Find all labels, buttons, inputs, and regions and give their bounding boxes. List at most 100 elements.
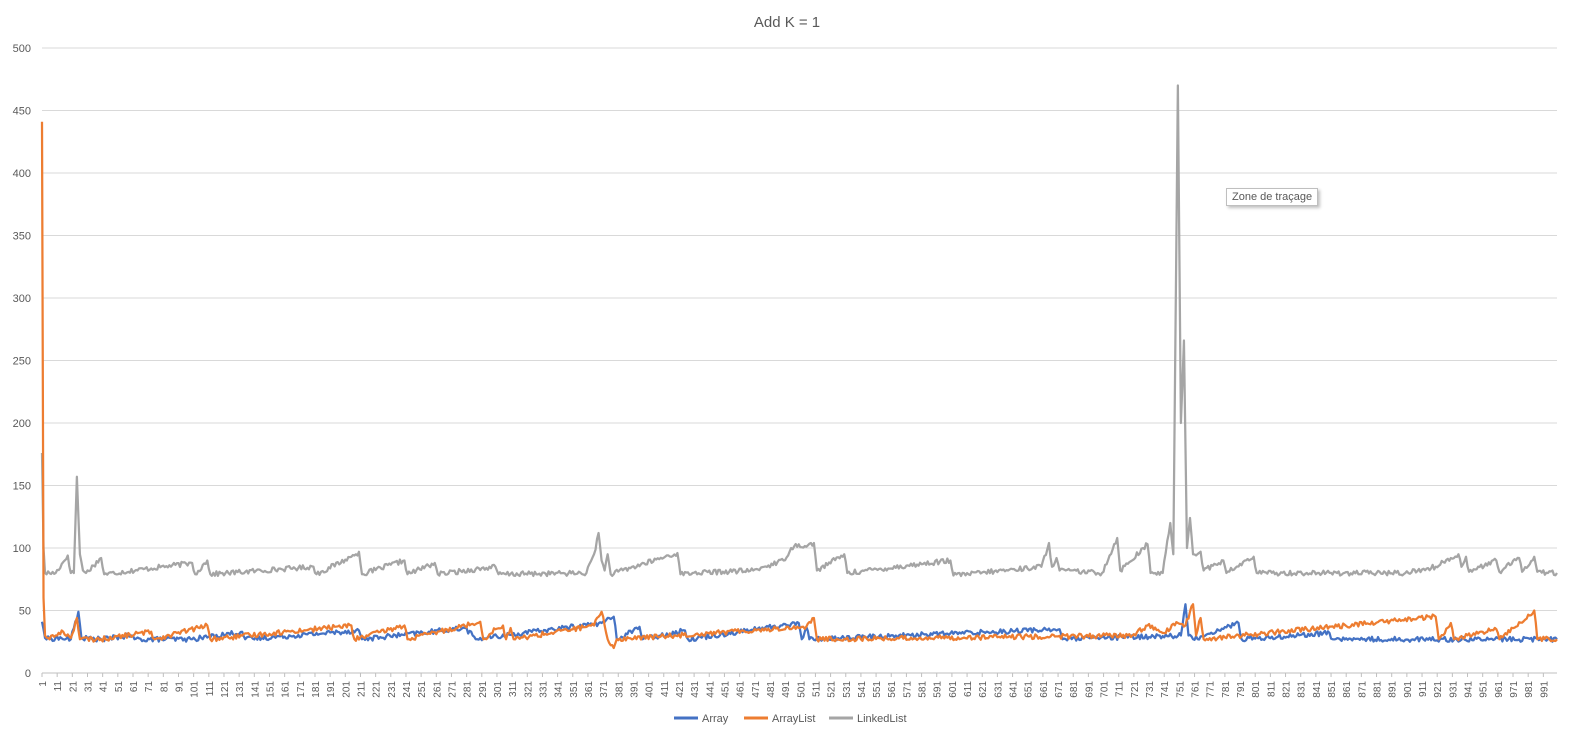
x-tick-label: 871 (1357, 681, 1368, 698)
x-tick-label: 501 (796, 681, 807, 698)
x-tick-label: 351 (569, 681, 580, 698)
x-tick-label: 231 (387, 681, 398, 698)
x-tick-label: 251 (417, 681, 428, 698)
x-tick-label: 671 (1054, 681, 1065, 698)
x-tick-label: 281 (463, 681, 474, 698)
x-tick-label: 721 (1130, 681, 1141, 698)
x-tick-label: 831 (1297, 681, 1308, 698)
x-tick-label: 31 (83, 681, 94, 693)
x-tick-label: 911 (1418, 681, 1429, 697)
x-tick-label: 861 (1342, 681, 1353, 698)
x-tick-label: 531 (842, 681, 853, 698)
x-tick-label: 441 (705, 681, 716, 698)
x-tick-label: 781 (1221, 681, 1232, 698)
x-tick-label: 81 (159, 681, 170, 693)
x-tick-label: 891 (1388, 681, 1399, 698)
x-tick-label: 561 (887, 681, 898, 698)
series-line-arraylist (40, 121, 1558, 650)
x-tick-label: 61 (129, 681, 140, 693)
legend-label-linkedlist: LinkedList (857, 713, 907, 725)
x-tick-label: 851 (1327, 681, 1338, 698)
y-tick-label: 400 (13, 168, 31, 180)
chart-title: Add K = 1 (754, 14, 820, 31)
gridlines (42, 47, 1557, 674)
x-tick-label: 371 (599, 681, 610, 698)
x-tick-label: 1 (38, 681, 49, 687)
x-tick-label: 791 (1236, 681, 1247, 698)
x-tick-label: 211 (356, 681, 367, 697)
x-tick-label: 261 (432, 681, 443, 698)
x-tick-label: 111 (205, 681, 216, 697)
x-tick-label: 221 (372, 681, 383, 698)
x-tick-label: 821 (1282, 681, 1293, 698)
y-tick-label: 0 (25, 668, 31, 680)
x-tick-label: 141 (250, 681, 261, 698)
x-tick-label: 151 (265, 681, 276, 698)
x-tick-label: 901 (1403, 681, 1414, 698)
x-tick-label: 361 (584, 681, 595, 698)
x-tick-label: 51 (114, 681, 125, 693)
x-tick-label: 421 (675, 681, 686, 698)
x-tick-label: 981 (1524, 681, 1535, 698)
x-tick-label: 651 (1024, 681, 1035, 698)
x-tick-label: 681 (1069, 681, 1080, 698)
x-tick-label: 881 (1373, 681, 1384, 698)
x-tick-label: 401 (645, 681, 656, 698)
x-tick-label: 591 (933, 681, 944, 698)
x-tick-label: 641 (1009, 681, 1020, 698)
x-tick-label: 511 (811, 681, 822, 697)
x-tick-label: 931 (1448, 681, 1459, 698)
x-tick-label: 711 (1115, 681, 1126, 697)
x-tick-label: 71 (144, 681, 155, 693)
x-tick-label: 341 (554, 681, 565, 698)
x-tick-label: 11 (53, 681, 64, 692)
x-tick-label: 491 (781, 681, 792, 698)
x-tick-label: 271 (447, 681, 458, 698)
y-tick-label: 350 (13, 231, 31, 243)
x-tick-label: 201 (341, 681, 352, 698)
x-tick-label: 181 (311, 681, 322, 698)
x-tick-label: 811 (1266, 681, 1277, 697)
x-tick-label: 411 (660, 681, 671, 697)
x-tick-label: 921 (1433, 681, 1444, 698)
x-tick-label: 581 (918, 681, 929, 698)
x-tick-label: 21 (68, 681, 79, 693)
y-tick-label: 450 (13, 106, 31, 118)
x-tick-label: 461 (736, 681, 747, 698)
x-tick-label: 241 (402, 681, 413, 698)
x-tick-label: 121 (220, 681, 231, 698)
x-tick-label: 961 (1494, 681, 1505, 698)
legend: Array ArrayList LinkedList (674, 713, 907, 725)
x-tick-label: 321 (523, 681, 534, 698)
x-tick-label: 691 (1084, 681, 1095, 698)
x-tick-label: 951 (1479, 681, 1490, 698)
x-tick-label: 171 (296, 681, 307, 698)
y-tick-label: 500 (13, 43, 31, 55)
x-tick-label: 41 (99, 681, 110, 693)
x-tick-label: 751 (1175, 681, 1186, 698)
x-tick-label: 291 (478, 681, 489, 698)
legend-label-array: Array (702, 713, 729, 725)
x-tick-label: 451 (720, 681, 731, 698)
x-tick-label: 541 (857, 681, 868, 698)
x-tick-label: 621 (978, 681, 989, 698)
series-lines (40, 84, 1558, 650)
x-tick-label: 481 (766, 681, 777, 698)
x-tick-label: 731 (1145, 681, 1156, 698)
x-tick-label: 91 (174, 681, 185, 693)
x-tick-label: 631 (993, 681, 1004, 698)
series-line-linkedlist (40, 84, 1558, 578)
x-tick-label: 701 (1100, 681, 1111, 698)
x-tick-label: 741 (1160, 681, 1171, 698)
y-tick-label: 250 (13, 356, 31, 368)
x-tick-label: 471 (751, 681, 762, 698)
x-tick-label: 381 (614, 681, 625, 698)
y-tick-label: 300 (13, 293, 31, 305)
x-tick-label: 571 (902, 681, 913, 698)
y-tick-label: 100 (13, 543, 31, 555)
x-tick-label: 301 (493, 681, 504, 698)
x-tick-label: 971 (1509, 681, 1520, 698)
x-tick-label: 991 (1539, 681, 1550, 698)
